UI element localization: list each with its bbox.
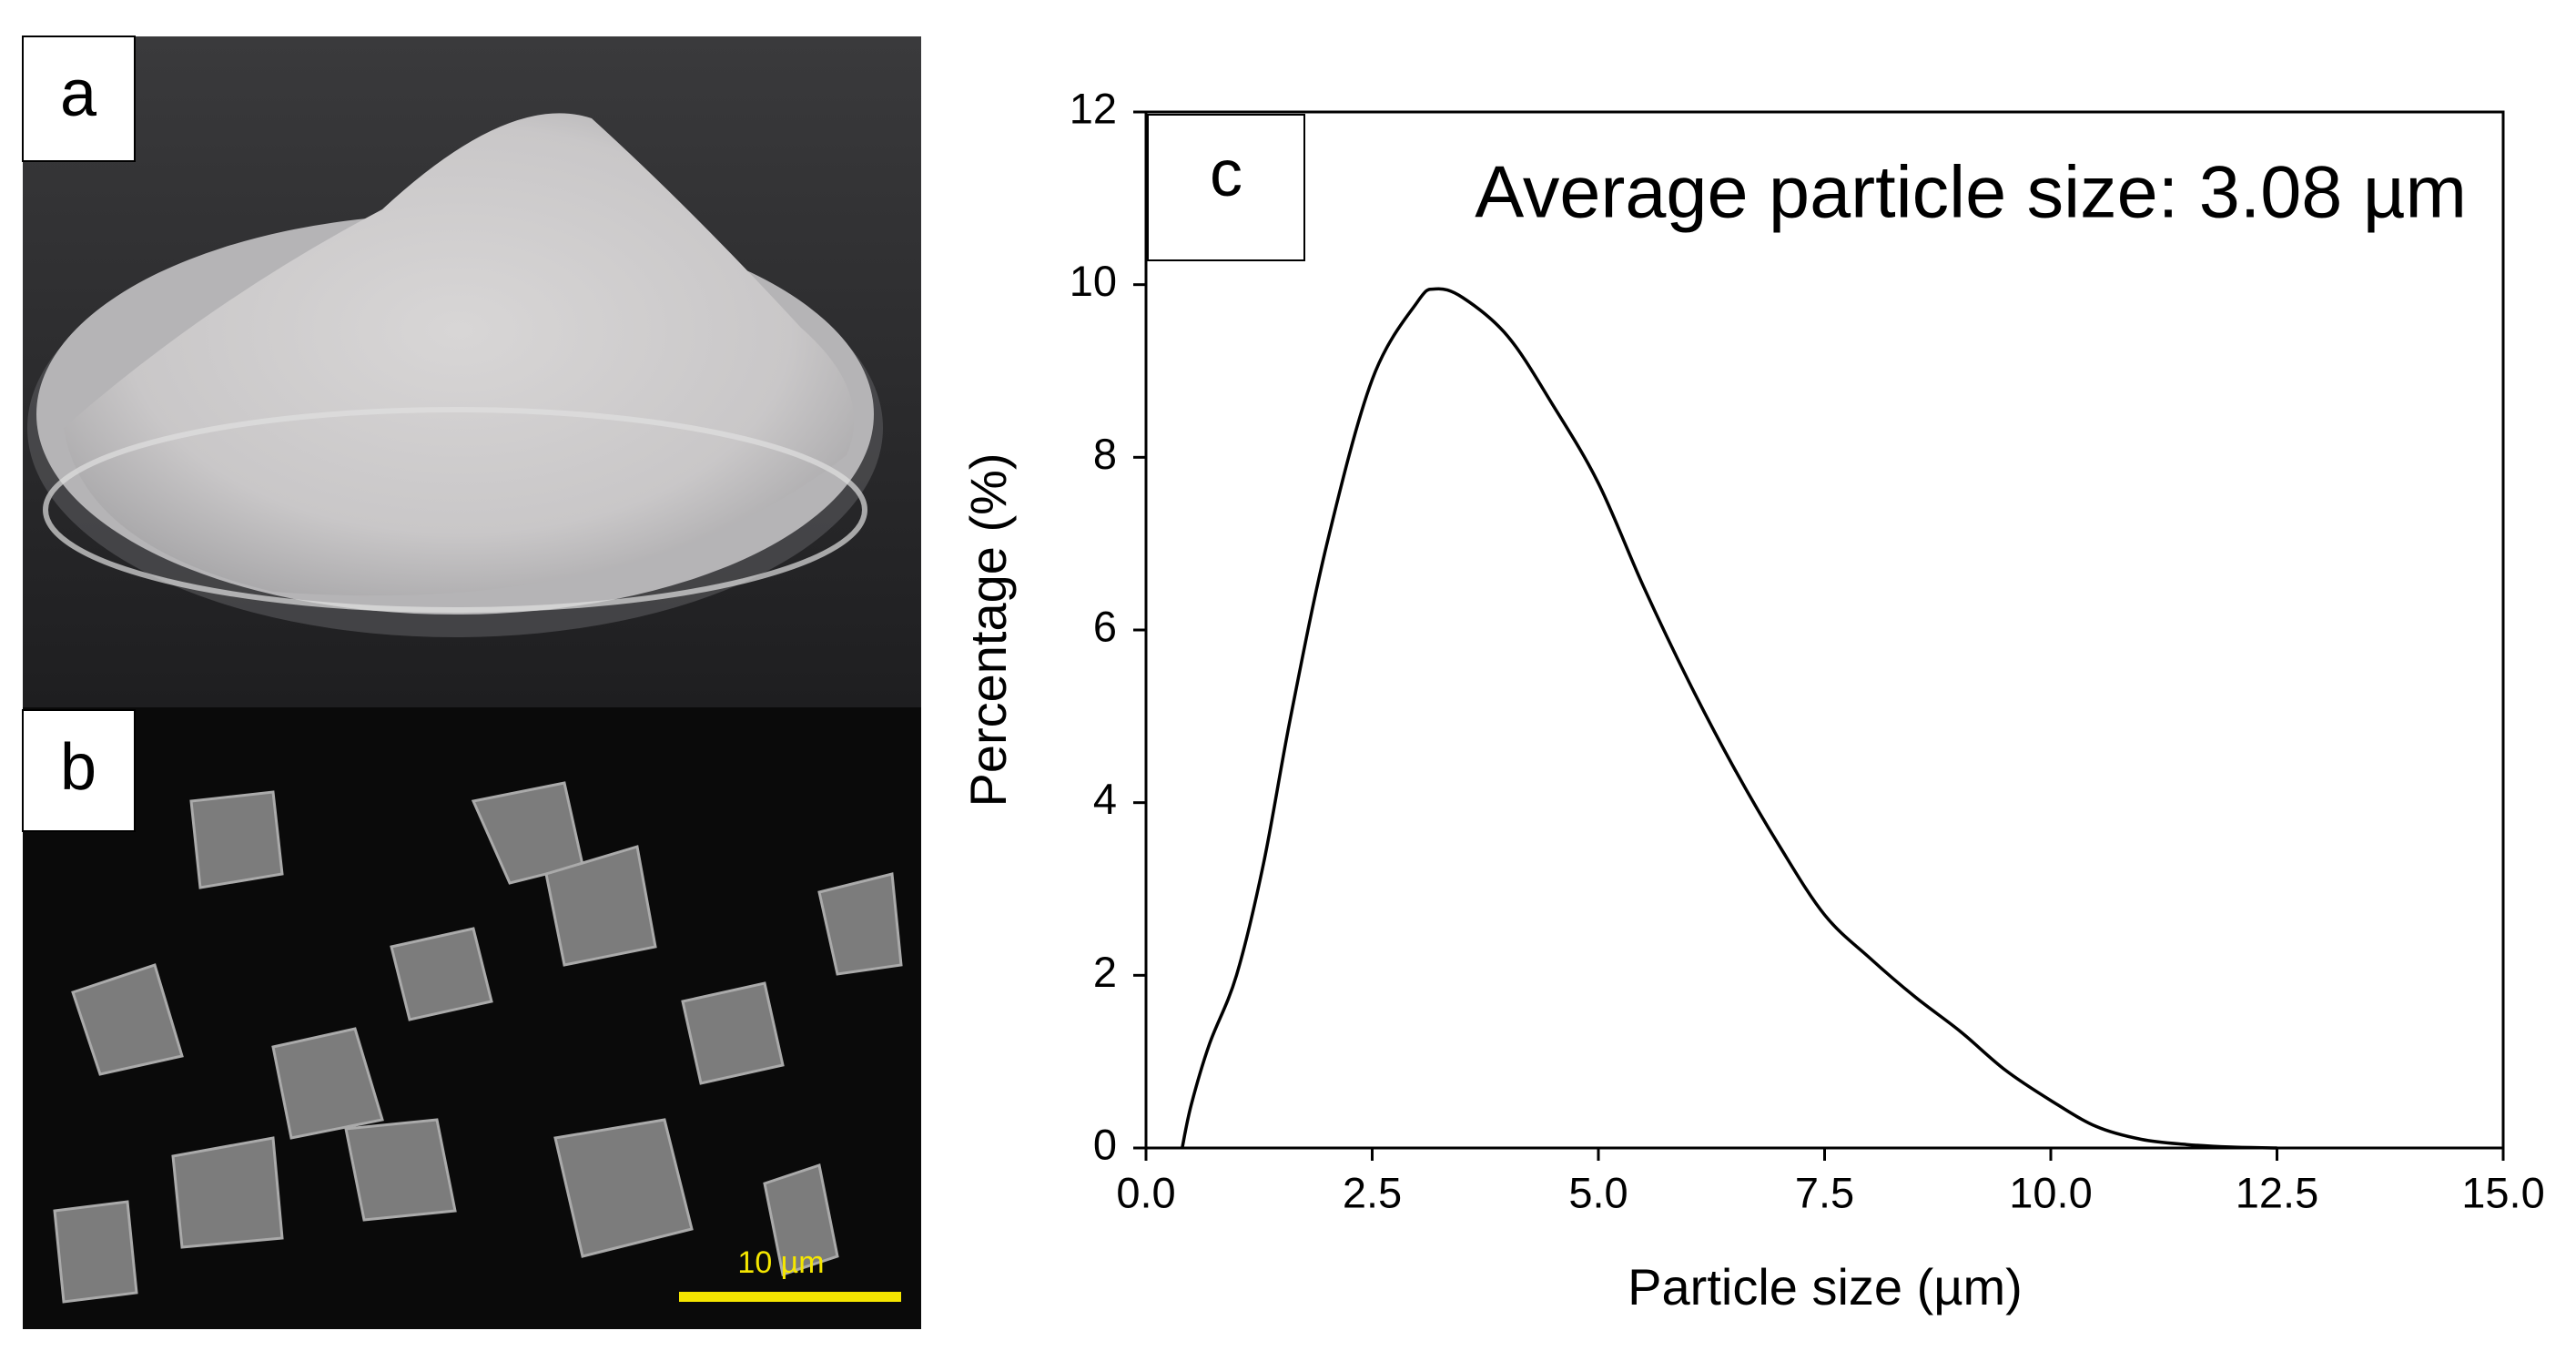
photo-panel (23, 36, 921, 707)
y-tick-label: 10 (1070, 257, 1117, 305)
plot-frame (1144, 110, 2505, 1150)
x-tick-label: 0.0 (1116, 1168, 1175, 1216)
x-tick-label: 2.5 (1343, 1168, 1402, 1216)
y-tick-label: 8 (1093, 430, 1117, 478)
data-line (1181, 287, 2277, 1150)
x-tick-label: 12.5 (2236, 1168, 2318, 1216)
x-tick-label: 7.5 (1795, 1168, 1854, 1216)
y-tick-label: 2 (1093, 948, 1117, 996)
sem-panel: 10 µm (23, 707, 921, 1329)
panel-label-box (22, 36, 136, 162)
y-tick-label: 12 (1070, 84, 1117, 132)
y-tick-label: 4 (1093, 775, 1117, 823)
y-axis-title: Percentage (%) (959, 452, 1017, 807)
panel-label: a (60, 57, 97, 130)
x-tick-label: 5.0 (1568, 1168, 1628, 1216)
annotation: Average particle size: 3.08 µm (1475, 151, 2467, 233)
x-tick-label: 15.0 (2461, 1168, 2544, 1216)
panel-label: c (1210, 137, 1242, 210)
x-axis-title: Particle size (µm) (1628, 1258, 2023, 1315)
y-tick-label: 0 (1093, 1120, 1117, 1168)
scale-bar-label: 10 µm (737, 1245, 824, 1280)
panel-label: b (60, 731, 96, 804)
x-tick-label: 10.0 (2009, 1168, 2092, 1216)
panel-label-box (1147, 114, 1305, 261)
y-tick-label: 6 (1093, 602, 1117, 650)
panel-label-box (22, 709, 136, 832)
